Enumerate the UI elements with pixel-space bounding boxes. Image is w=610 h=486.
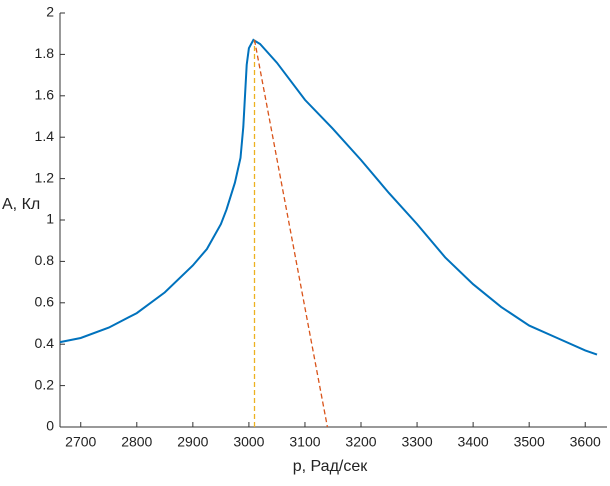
x-tick-label: 3400 (458, 434, 489, 450)
y-tick-label: 0 (46, 418, 54, 434)
y-tick-label: 1.8 (35, 45, 55, 61)
y-tick-label: 2 (46, 4, 54, 20)
y-axis-label: А, Кл (2, 196, 40, 213)
series-line (253, 39, 329, 428)
y-tick-label: 0.6 (35, 294, 55, 310)
x-tick-label: 3000 (233, 434, 264, 450)
y-tick-label: 1.2 (35, 169, 55, 185)
series-line (59, 38, 598, 356)
y-tick-label: 0.8 (35, 252, 55, 268)
x-tick-label: 2900 (177, 434, 208, 450)
y-tick-label: 0.4 (35, 335, 55, 351)
y-tick-label: 1.4 (35, 128, 55, 144)
y-tick-label: 1.6 (35, 87, 55, 103)
x-tick-label: 3200 (345, 434, 376, 450)
x-tick-label: 3300 (401, 434, 432, 450)
x-tick-label: 3600 (570, 434, 601, 450)
y-tick-label: 0.2 (35, 376, 55, 392)
x-tick-label: 2800 (121, 434, 152, 450)
y-tick-label: 1 (46, 211, 54, 227)
x-axis-label: p, Рад/сек (293, 458, 369, 475)
x-tick-label: 3100 (289, 434, 320, 450)
x-tick-label: 2700 (65, 434, 96, 450)
x-tick-label: 3500 (514, 434, 545, 450)
